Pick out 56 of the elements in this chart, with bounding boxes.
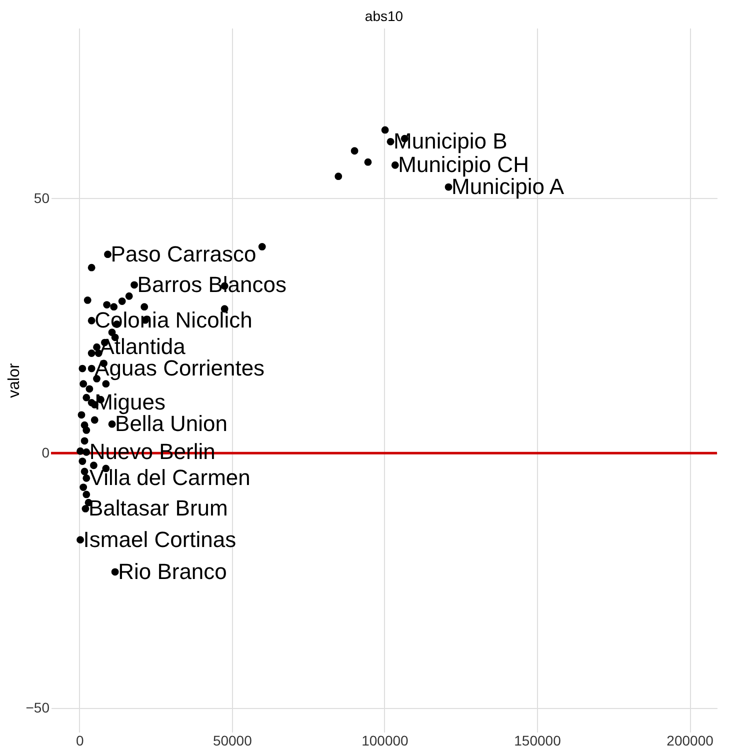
y-axis-title: valor <box>6 362 23 398</box>
x-tick-label: 0 <box>76 732 84 748</box>
annotation: Aguas Corrientes <box>94 356 265 381</box>
point <box>350 147 358 155</box>
point <box>80 380 88 388</box>
point <box>80 437 88 445</box>
point <box>76 536 84 544</box>
point <box>82 490 90 498</box>
point <box>444 183 452 191</box>
annotation: Ismael Cortinas <box>83 526 236 552</box>
point <box>102 380 110 388</box>
point <box>88 350 96 357</box>
point <box>80 421 88 429</box>
point <box>334 172 342 180</box>
point <box>391 161 399 169</box>
point <box>90 416 98 424</box>
point <box>381 126 389 134</box>
annotation: Municipio B <box>394 128 508 154</box>
annotation: Municipio CH <box>398 152 529 178</box>
annotation: Rio Branco <box>118 558 227 584</box>
point <box>258 242 266 250</box>
point <box>111 568 119 576</box>
point <box>78 411 86 419</box>
point <box>386 138 394 146</box>
y-tick-label: 0 <box>42 444 50 461</box>
point <box>76 447 84 455</box>
point <box>82 394 90 402</box>
point <box>130 281 138 289</box>
annotation: Paso Carrasco <box>110 241 256 266</box>
y-tick-label: −50 <box>26 700 50 716</box>
x-tick-label: 200000 <box>666 732 714 748</box>
point <box>82 448 90 456</box>
chart-title: abs10 <box>364 8 404 24</box>
point <box>104 250 112 258</box>
x-tick-label: 100000 <box>362 732 409 748</box>
x-tick-label: 150000 <box>514 732 562 748</box>
point <box>84 296 92 304</box>
point <box>88 264 96 272</box>
annotation: Baltasar Brum <box>88 496 228 521</box>
point <box>108 420 116 428</box>
point <box>82 505 90 512</box>
point <box>118 298 126 305</box>
point <box>80 484 88 492</box>
point <box>78 458 86 466</box>
point <box>88 316 96 324</box>
x-tick-label: 50000 <box>212 732 252 748</box>
point <box>78 364 86 372</box>
annotation: Barros Blancos <box>137 272 286 297</box>
y-tick-label: 50 <box>34 190 50 206</box>
point <box>86 385 94 393</box>
point <box>364 158 372 166</box>
point <box>93 343 100 351</box>
point <box>125 292 133 300</box>
point <box>103 301 111 309</box>
point <box>80 468 88 476</box>
annotation: Villa del Carmen <box>89 465 250 490</box>
